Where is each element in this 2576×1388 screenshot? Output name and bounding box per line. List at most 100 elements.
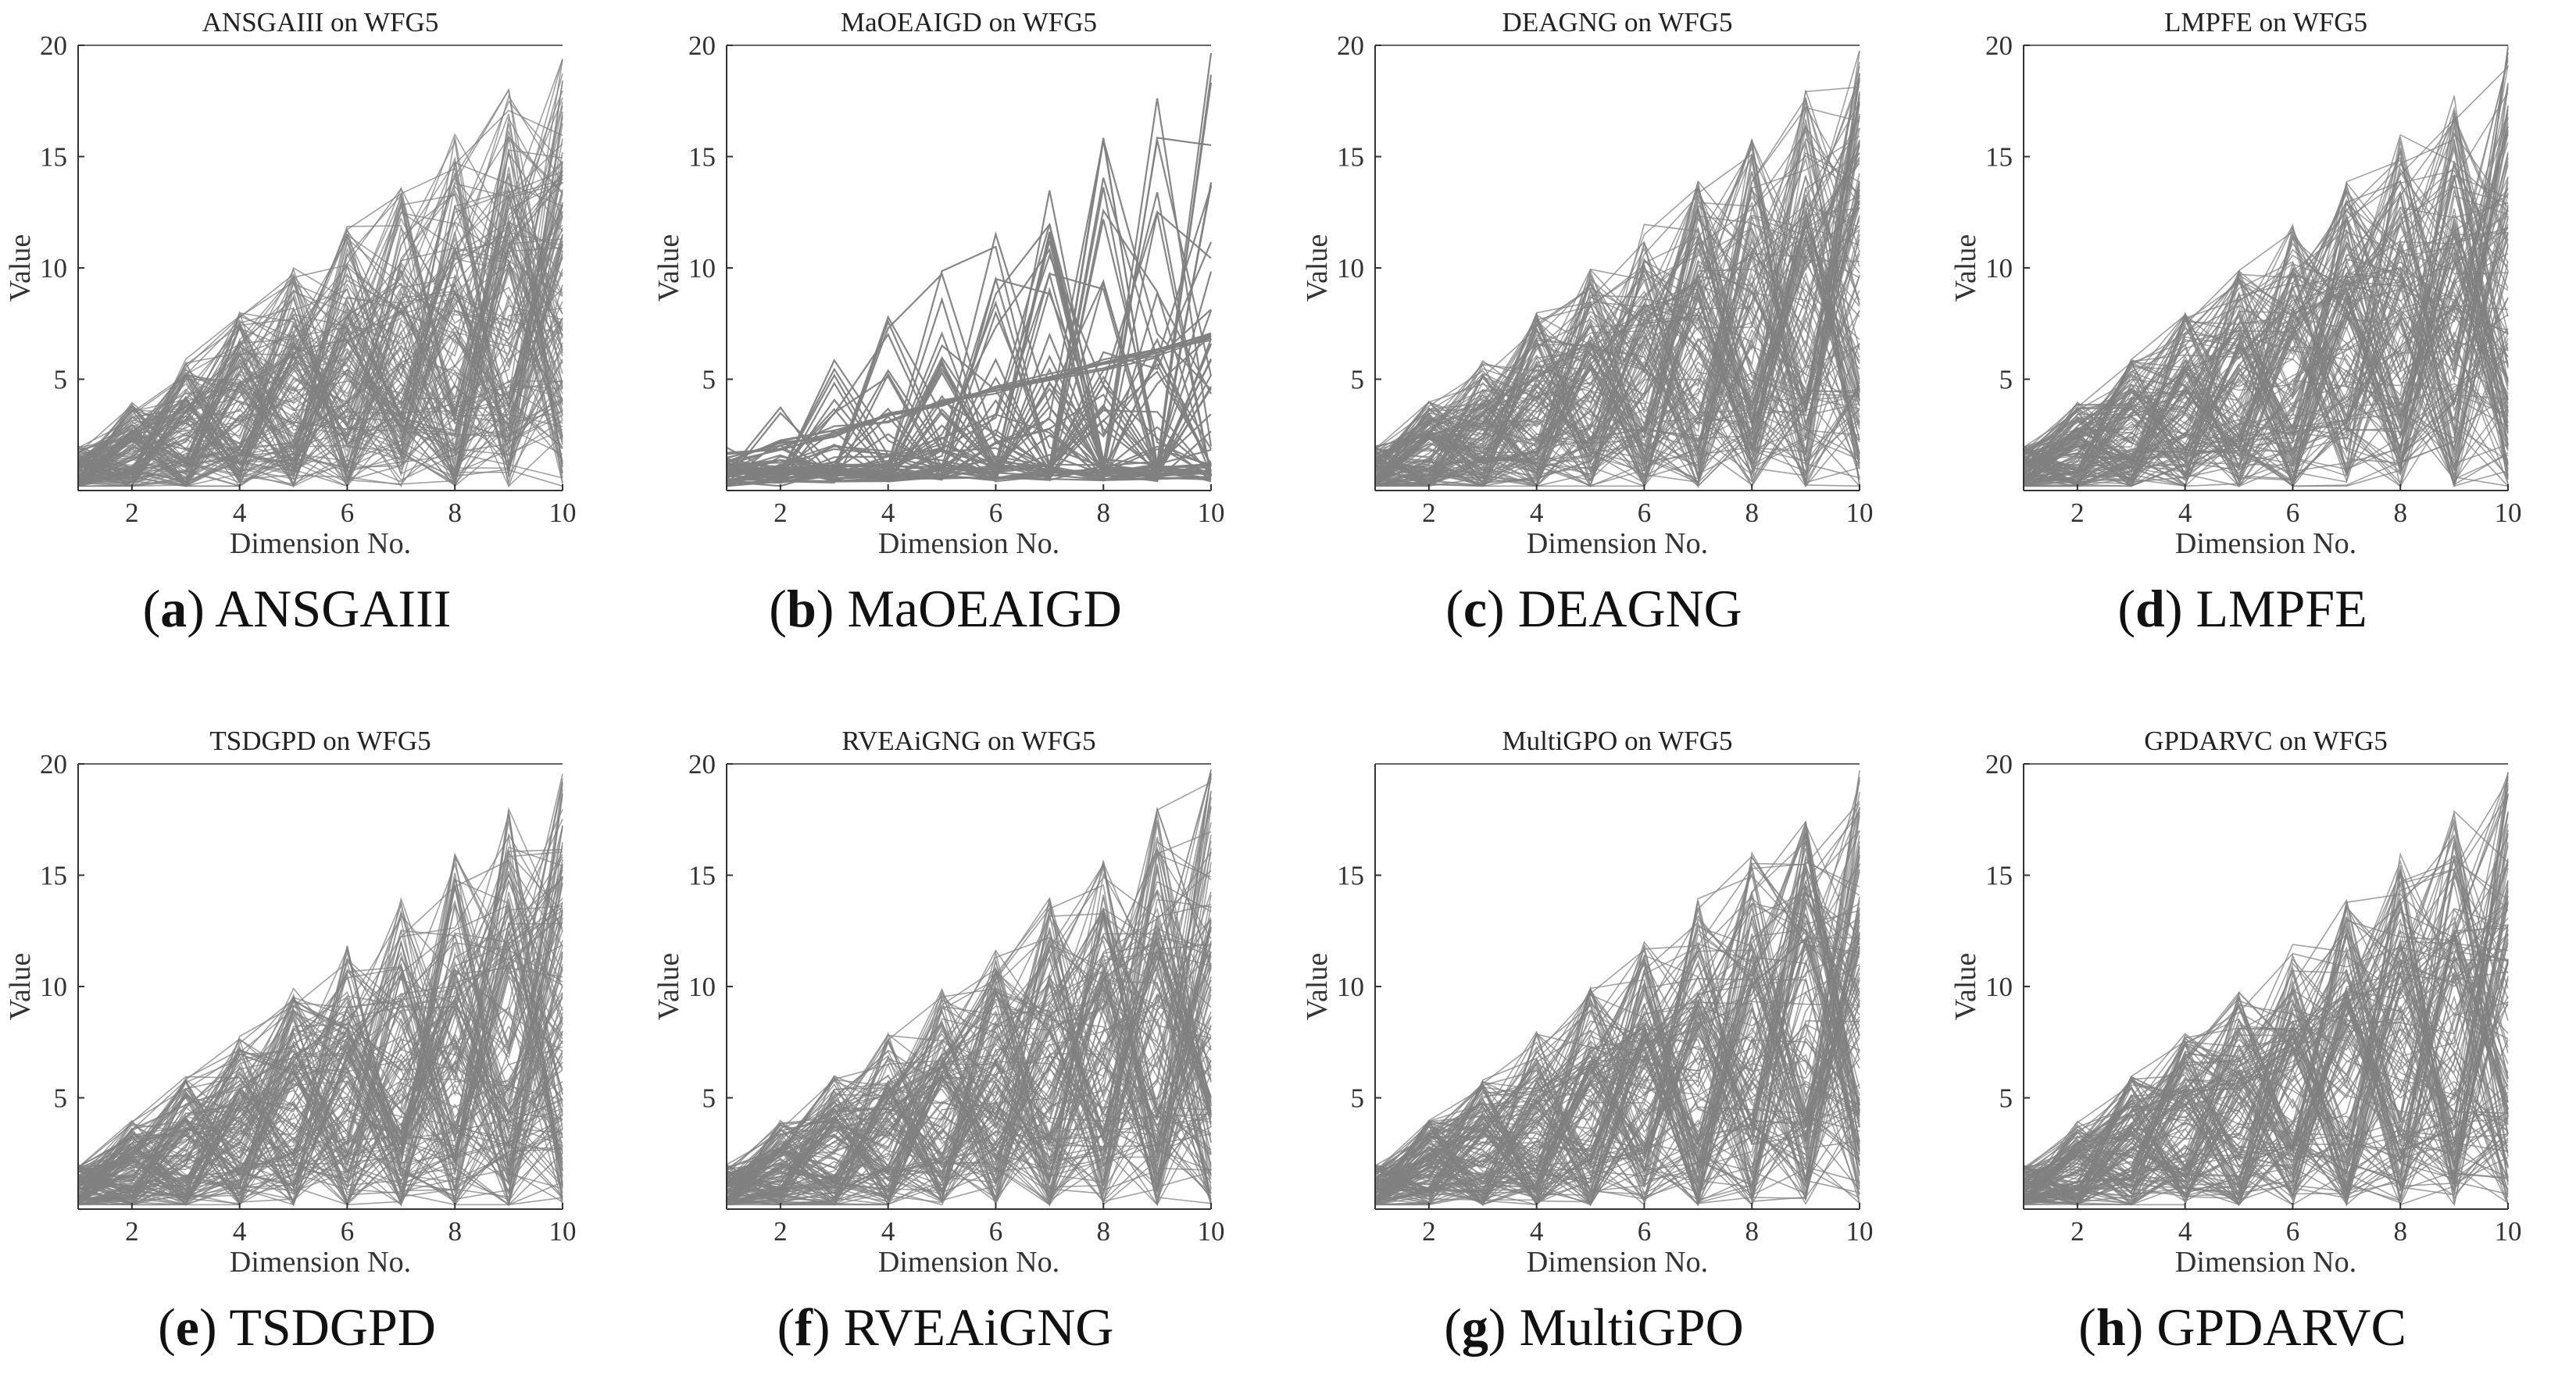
x-tick-label: 6 bbox=[341, 498, 355, 528]
x-tick-label: 2 bbox=[2070, 498, 2085, 528]
solution-line bbox=[77, 227, 563, 485]
x-axis-label: Dimension No. bbox=[2175, 527, 2356, 560]
x-axis-label: Dimension No. bbox=[230, 1246, 411, 1279]
x-tick-label: 6 bbox=[1638, 498, 1652, 528]
series-lines bbox=[77, 773, 563, 1208]
series-lines bbox=[2023, 772, 2509, 1208]
x-tick-label: 4 bbox=[233, 498, 247, 528]
solution-line bbox=[2023, 273, 2509, 484]
y-tick-label: 5 bbox=[1351, 365, 1365, 395]
solution-line bbox=[77, 848, 563, 1201]
plot-title: RVEAiGNG on WFG5 bbox=[841, 726, 1095, 756]
solution-line bbox=[77, 904, 563, 1207]
plot-title: DEAGNG on WFG5 bbox=[1502, 7, 1733, 37]
solution-line bbox=[77, 162, 563, 466]
solution-line bbox=[77, 781, 563, 1197]
solution-line bbox=[77, 194, 563, 487]
solution-line bbox=[726, 192, 1213, 483]
subfigure-h: GPDARVC on WFG5 2 4 6 8 10 5 10 15 20 Dimension No… bbox=[1945, 719, 2539, 1359]
x-tick-label: 2 bbox=[1422, 498, 1436, 528]
solution-line bbox=[1374, 268, 1860, 485]
plot-title: MultiGPO on WFG5 bbox=[1502, 726, 1733, 756]
y-tick-label: 5 bbox=[1999, 365, 2013, 395]
solution-line bbox=[726, 951, 1212, 1199]
solution-line bbox=[726, 872, 1212, 1198]
x-tick-label: 4 bbox=[881, 498, 895, 528]
solution-line bbox=[726, 974, 1212, 1201]
solution-line bbox=[1374, 1054, 1860, 1199]
caption-f: (f) RVEAiGNG bbox=[777, 1297, 1114, 1357]
y-tick-label: 20 bbox=[1985, 30, 2013, 61]
caption-letter: a bbox=[160, 579, 188, 638]
solution-line bbox=[1374, 1015, 1860, 1207]
caption-name: RVEAiGNG bbox=[843, 1297, 1114, 1357]
y-tick-label: 15 bbox=[1337, 142, 1364, 173]
solution-line bbox=[1374, 194, 1860, 480]
x-axis-label: Dimension No. bbox=[230, 527, 411, 560]
subfigure-a: ANSGAIII on WFG5 2 4 6 8 10 5 10 15 20 Dimension N… bbox=[0, 0, 594, 640]
solution-line bbox=[77, 908, 563, 1206]
y-axis-label: Value bbox=[4, 234, 37, 302]
solution-line bbox=[726, 369, 1212, 487]
chart-multigpo: MultiGPO on WFG5 2 4 6 8 10 5 10 15 Dimension No.… bbox=[1301, 726, 1874, 1279]
solution-line bbox=[77, 1008, 563, 1197]
solution-line bbox=[1374, 938, 1860, 1205]
caption-b: (b) MaOEAIGD bbox=[769, 579, 1122, 638]
x-tick-label: 4 bbox=[881, 1216, 895, 1247]
solution-line bbox=[2023, 937, 2509, 1199]
solution-line bbox=[77, 864, 563, 1194]
solution-line bbox=[77, 903, 563, 1203]
solution-line bbox=[2023, 995, 2509, 1193]
solution-line bbox=[726, 979, 1212, 1185]
solution-line bbox=[1374, 236, 1860, 489]
x-tick-label: 8 bbox=[2393, 1216, 2407, 1247]
caption-name: LMPFE bbox=[2195, 579, 2367, 638]
solution-line bbox=[2023, 908, 2509, 1204]
plot-title: GPDARVC on WFG5 bbox=[2144, 726, 2388, 756]
y-tick-label: 5 bbox=[1351, 1083, 1365, 1114]
solution-line bbox=[1374, 933, 1860, 1206]
solution-line bbox=[1374, 225, 1860, 487]
solution-line bbox=[77, 160, 563, 464]
series-lines bbox=[2023, 45, 2509, 489]
y-tick-label: 5 bbox=[702, 1083, 716, 1114]
subfigure-f: RVEAiGNG on WFG5 2 4 6 8 10 5 10 15 20 Dimension N… bbox=[648, 719, 1242, 1359]
solution-line bbox=[2023, 772, 2509, 1204]
solution-line bbox=[1374, 914, 1860, 1203]
subfigure-g: MultiGPO on WFG5 2 4 6 8 10 5 10 15 Dimension No.… bbox=[1297, 719, 1891, 1359]
solution-line bbox=[2023, 901, 2509, 1201]
solution-line bbox=[2023, 92, 2509, 459]
x-axis-label: Dimension No. bbox=[878, 1246, 1059, 1279]
solution-line bbox=[2023, 181, 2509, 478]
caption-name: DEAGNG bbox=[1517, 579, 1742, 638]
series-lines bbox=[77, 59, 563, 489]
solution-line bbox=[1374, 253, 1860, 469]
caption-a: (a) ANSGAIII bbox=[142, 579, 452, 638]
chart-ansgaiii: ANSGAIII on WFG5 2 4 6 8 10 5 10 15 20 Dimension N… bbox=[4, 7, 577, 560]
x-tick-label: 10 bbox=[549, 498, 577, 528]
x-tick-label: 2 bbox=[125, 498, 139, 528]
x-tick-label: 2 bbox=[774, 498, 788, 528]
solution-line bbox=[77, 173, 563, 487]
x-tick-label: 6 bbox=[341, 1216, 355, 1247]
solution-line bbox=[77, 833, 563, 1192]
x-tick-label: 8 bbox=[1745, 1216, 1759, 1247]
solution-line bbox=[1374, 97, 1860, 473]
solution-line bbox=[2023, 868, 2509, 1206]
x-tick-label: 2 bbox=[2070, 1216, 2085, 1247]
solution-line bbox=[77, 98, 563, 488]
x-axis-label: Dimension No. bbox=[878, 527, 1059, 560]
caption-letter: g bbox=[1461, 1297, 1488, 1357]
solution-line bbox=[726, 847, 1212, 1206]
solution-line bbox=[1374, 159, 1860, 485]
solution-line bbox=[77, 773, 563, 1206]
solution-line bbox=[77, 953, 563, 1198]
solution-line bbox=[1374, 901, 1860, 1202]
y-axis-label: Value bbox=[4, 953, 37, 1021]
solution-line bbox=[726, 806, 1212, 1205]
solution-line bbox=[1374, 1002, 1860, 1205]
solution-line bbox=[1374, 96, 1860, 487]
solution-line bbox=[726, 337, 1212, 464]
x-tick-label: 8 bbox=[1096, 498, 1110, 528]
y-tick-label: 15 bbox=[1337, 861, 1364, 891]
